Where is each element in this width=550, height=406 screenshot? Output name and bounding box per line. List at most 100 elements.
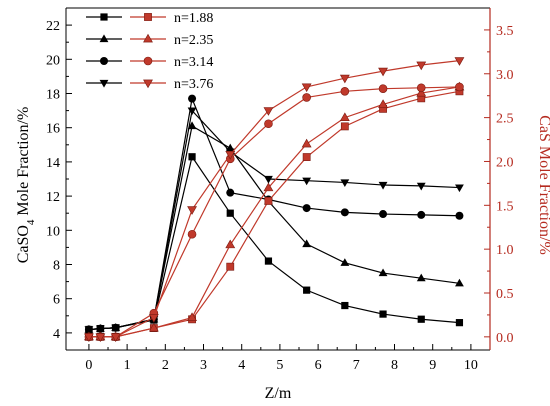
data-point bbox=[417, 210, 426, 219]
data-point bbox=[187, 206, 197, 215]
series-line bbox=[88, 60, 460, 338]
series-right-1 bbox=[84, 81, 465, 341]
legend-label: n=3.14 bbox=[174, 55, 213, 70]
data-point bbox=[84, 333, 94, 343]
x-tick-label: 6 bbox=[315, 358, 322, 373]
left-tick-label: 22 bbox=[46, 19, 60, 34]
x-tick-label: 8 bbox=[391, 358, 398, 373]
right-axis-ticks: 0.0 0.5 1.0 1.5 2.0 2.5 3.0 3.5 bbox=[484, 24, 514, 346]
data-point bbox=[187, 121, 197, 130]
data-point bbox=[416, 273, 426, 282]
data-point bbox=[110, 333, 121, 343]
data-point bbox=[455, 319, 464, 327]
right-tick-label: 0.5 bbox=[496, 287, 514, 302]
data-point bbox=[340, 179, 350, 188]
data-point bbox=[302, 153, 311, 161]
data-point bbox=[340, 87, 350, 96]
legend-marker bbox=[100, 57, 108, 65]
data-point bbox=[378, 268, 388, 277]
data-point bbox=[340, 258, 350, 266]
data-point bbox=[263, 182, 274, 192]
x-tick-label: 3 bbox=[200, 358, 207, 373]
x-tick-label: 7 bbox=[353, 358, 360, 373]
legend-marker bbox=[100, 13, 108, 21]
data-point bbox=[379, 310, 387, 318]
x-axis-title: Z/m bbox=[265, 385, 292, 402]
data-point bbox=[188, 94, 197, 103]
series-line bbox=[88, 86, 460, 338]
data-point bbox=[455, 184, 464, 193]
series-left-3 bbox=[84, 107, 464, 335]
series-layer bbox=[84, 57, 465, 343]
x-tick-label: 5 bbox=[276, 358, 283, 373]
right-tick-label: 1.5 bbox=[496, 199, 514, 214]
right-tick-label: 0.0 bbox=[496, 331, 514, 346]
series-left-1 bbox=[84, 121, 464, 333]
right-tick-label: 1.0 bbox=[496, 243, 514, 258]
left-axis-ticks: 4 6 8 10 12 14 16 18 20 22 bbox=[46, 19, 72, 351]
left-tick-label: 6 bbox=[53, 293, 60, 308]
data-point bbox=[148, 322, 159, 332]
x-axis-ticks: 0 1 2 3 4 5 6 7 8 9 10 bbox=[85, 344, 478, 373]
series-line bbox=[88, 96, 460, 331]
data-point bbox=[301, 83, 312, 93]
data-point bbox=[378, 181, 388, 190]
data-point bbox=[187, 107, 197, 116]
data-point bbox=[378, 84, 388, 93]
legend-entry: n=3.76 bbox=[86, 77, 213, 92]
series-line bbox=[88, 155, 460, 331]
legend-marker bbox=[144, 13, 152, 21]
legend-entry: n=3.14 bbox=[86, 55, 213, 70]
data-point bbox=[264, 175, 273, 184]
data-point bbox=[263, 107, 274, 116]
legend-marker bbox=[143, 79, 153, 89]
data-point bbox=[341, 301, 349, 310]
left-tick-label: 18 bbox=[46, 88, 60, 103]
data-point bbox=[188, 153, 196, 161]
data-point bbox=[340, 208, 349, 217]
left-tick-label: 12 bbox=[46, 190, 60, 205]
data-point bbox=[416, 83, 426, 93]
legend: n=1.88 n=2.35 n=3.14 n=3.76 bbox=[86, 11, 213, 92]
data-point bbox=[302, 239, 312, 248]
legend-marker bbox=[99, 79, 109, 88]
data-point bbox=[187, 312, 197, 321]
data-point bbox=[340, 122, 349, 131]
x-tick-label: 2 bbox=[162, 358, 169, 373]
data-point bbox=[302, 177, 312, 186]
legend-marker bbox=[99, 34, 109, 43]
data-point bbox=[95, 325, 105, 334]
data-point bbox=[339, 74, 350, 84]
legend-label: n=1.88 bbox=[174, 11, 213, 26]
x-tick-label: 10 bbox=[464, 358, 478, 373]
left-axis-title: CaSO4 Mole Fraction/% bbox=[15, 107, 37, 264]
right-tick-label: 2.5 bbox=[496, 112, 514, 127]
data-point bbox=[416, 87, 427, 97]
left-tick-label: 8 bbox=[53, 259, 60, 274]
data-point bbox=[301, 138, 312, 148]
data-point bbox=[417, 315, 425, 323]
data-point bbox=[303, 286, 311, 294]
data-point bbox=[95, 333, 106, 343]
data-point bbox=[225, 239, 236, 249]
data-point bbox=[111, 324, 121, 333]
left-tick-label: 4 bbox=[53, 327, 60, 342]
series-line bbox=[88, 109, 460, 331]
left-tick-label: 14 bbox=[46, 156, 60, 171]
data-point bbox=[416, 182, 426, 191]
data-point bbox=[264, 119, 273, 129]
series-left-0 bbox=[85, 153, 464, 334]
x-tick-label: 9 bbox=[429, 358, 436, 373]
series-line bbox=[88, 86, 460, 338]
legend-marker bbox=[143, 33, 153, 43]
data-point bbox=[416, 61, 427, 71]
left-tick-label: 10 bbox=[46, 224, 60, 239]
right-axis-title: CaS Mole Fraction/% bbox=[536, 115, 550, 255]
legend-marker bbox=[143, 56, 153, 66]
data-point bbox=[84, 326, 94, 335]
series-right-2 bbox=[84, 82, 464, 342]
legend-entry: n=1.88 bbox=[86, 11, 213, 26]
data-point bbox=[148, 314, 159, 323]
data-point bbox=[264, 197, 273, 205]
